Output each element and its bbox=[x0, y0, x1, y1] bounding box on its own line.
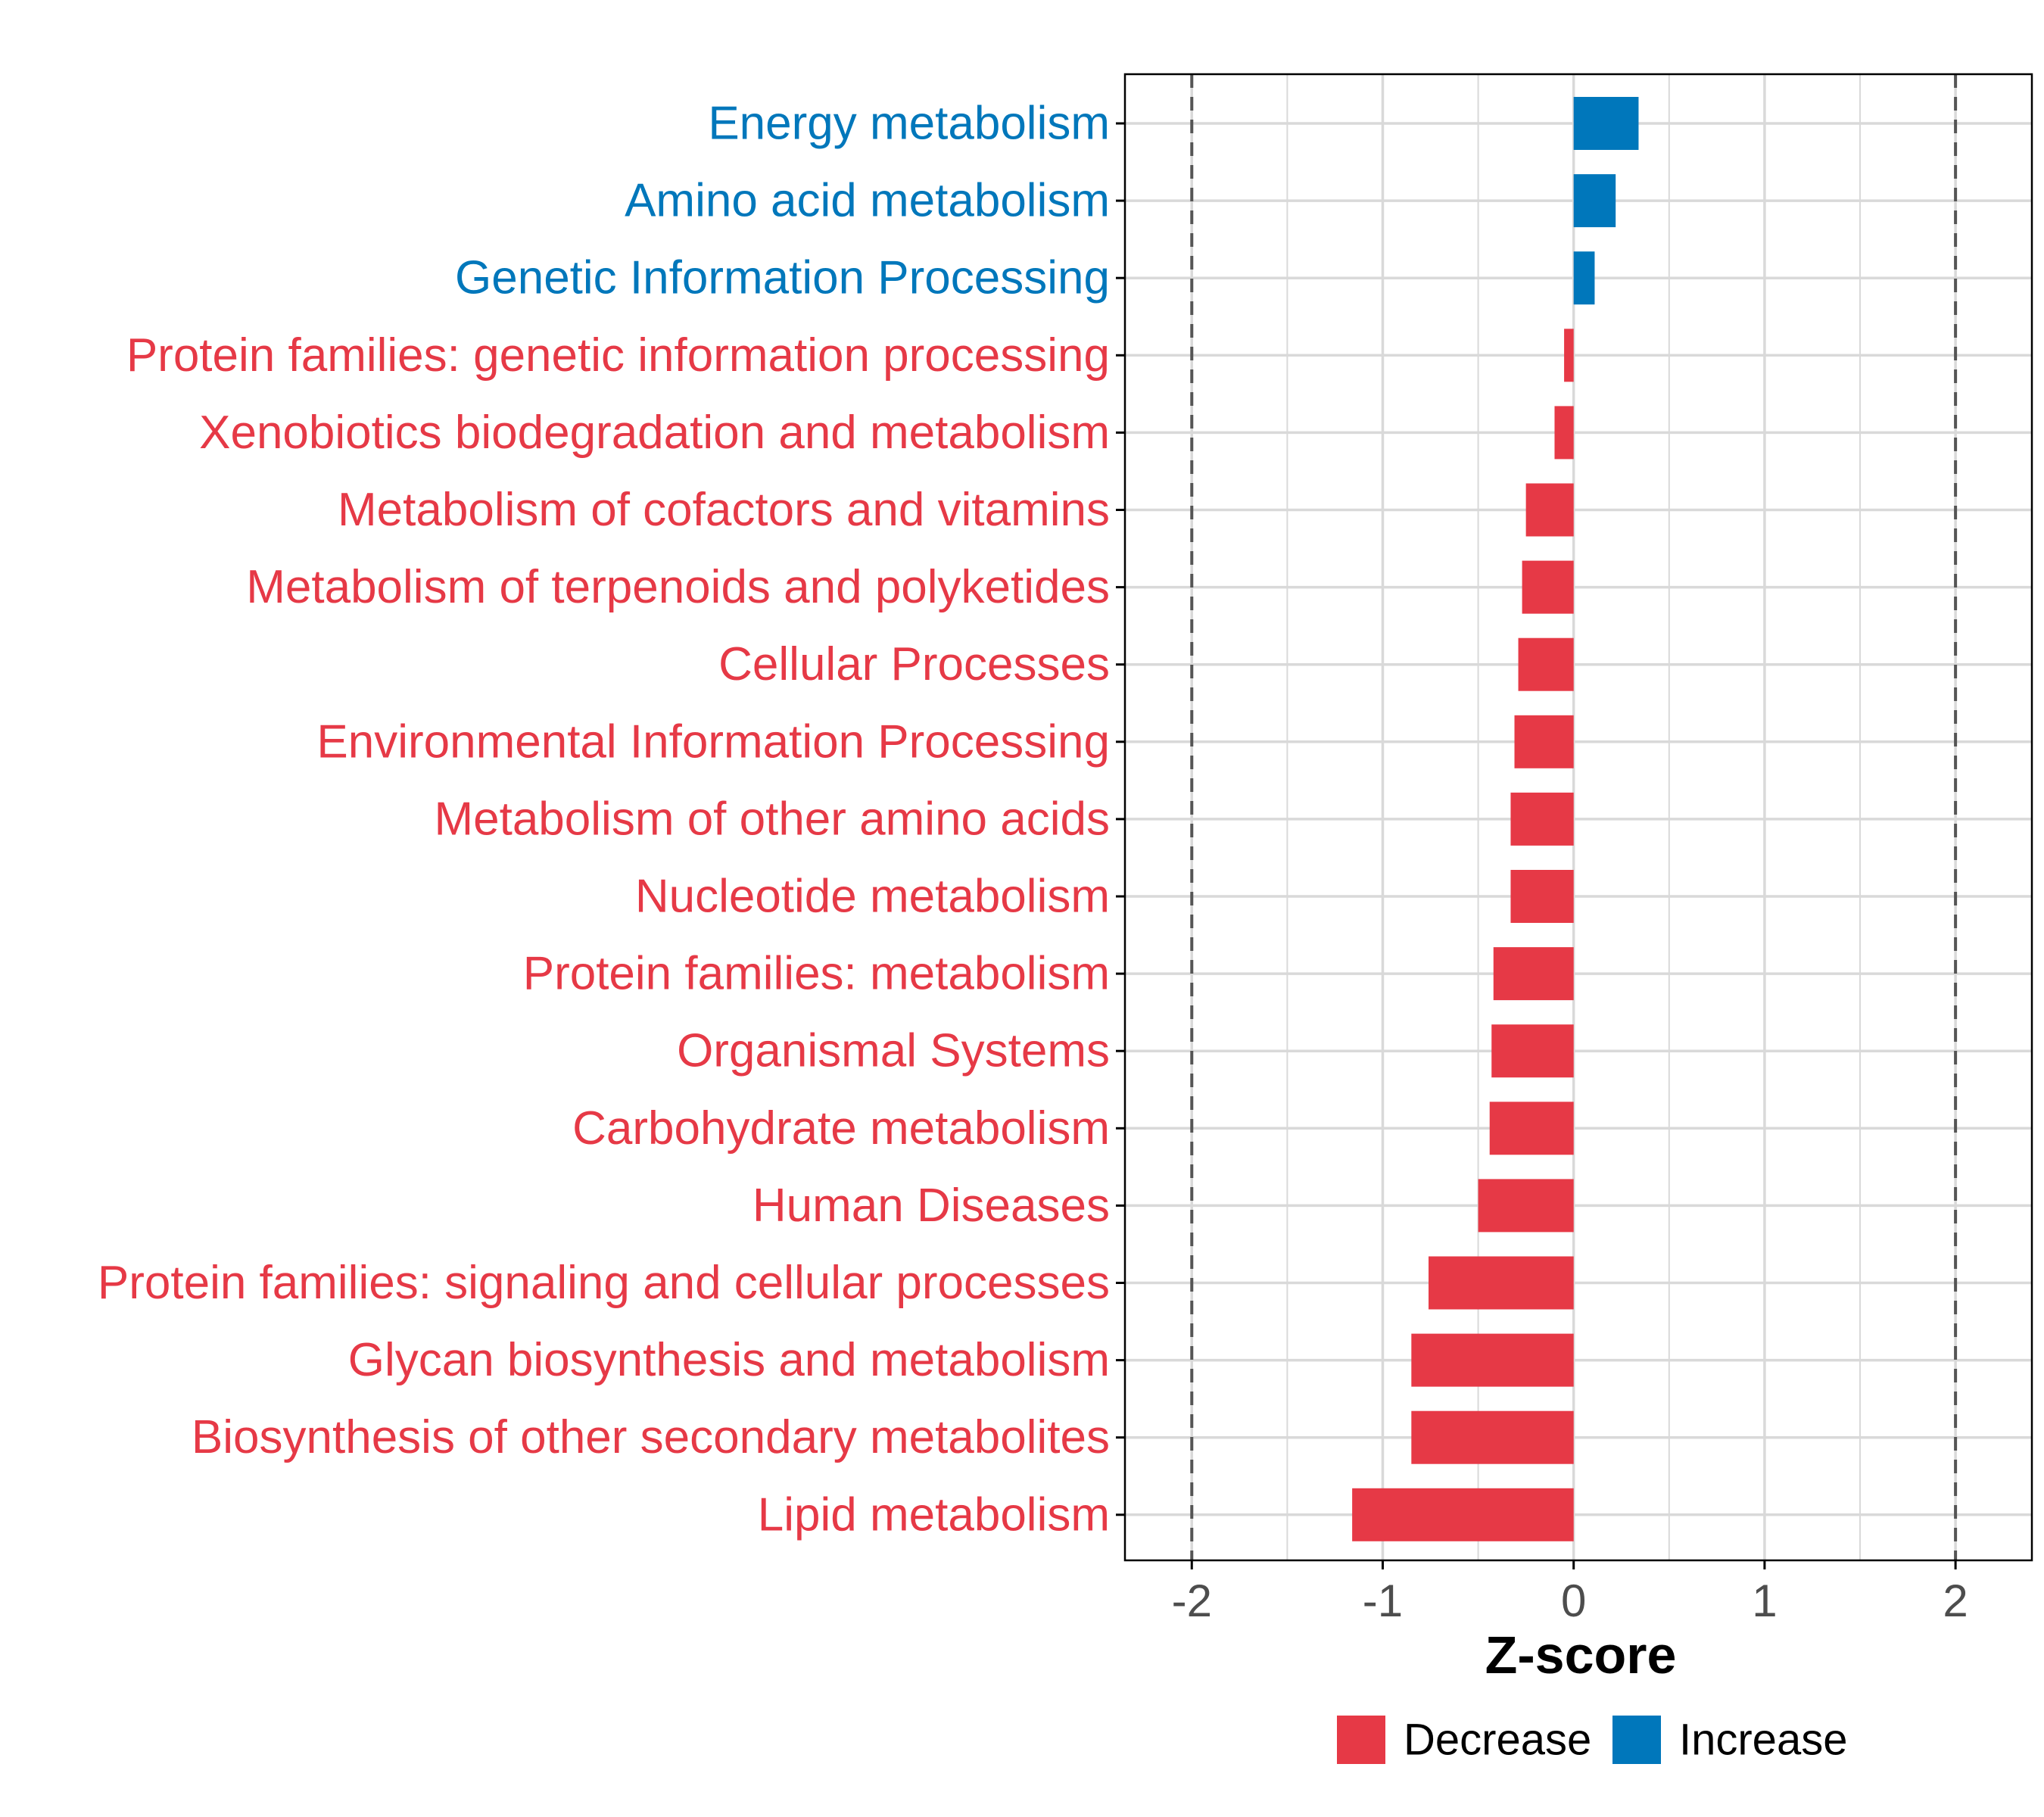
x-axis-ticks: -2 -1 0 1 2 bbox=[1172, 1560, 1968, 1626]
bar bbox=[1491, 1024, 1574, 1078]
bar bbox=[1411, 1410, 1574, 1464]
bar bbox=[1478, 1179, 1574, 1233]
grid-layer bbox=[1125, 74, 2032, 1560]
category-label: Xenobiotics biodegradation and metabolis… bbox=[199, 407, 1110, 459]
x-tick-label: 2 bbox=[1943, 1575, 1968, 1626]
legend-label-decrease: Decrease bbox=[1404, 1716, 1591, 1765]
category-label: Amino acid metabolism bbox=[625, 175, 1110, 227]
category-label: Environmental Information Processing bbox=[316, 715, 1110, 768]
category-label: Nucleotide metabolism bbox=[635, 871, 1110, 923]
bar bbox=[1573, 97, 1639, 150]
legend-key-increase bbox=[1612, 1716, 1661, 1764]
legend-label-increase: Increase bbox=[1679, 1716, 1847, 1765]
y-axis-ticks bbox=[1116, 122, 1125, 1516]
bars bbox=[1352, 97, 1639, 1541]
category-label: Metabolism of cofactors and vitamins bbox=[338, 484, 1110, 536]
category-label: Glycan biosynthesis and metabolism bbox=[348, 1334, 1110, 1386]
bar bbox=[1554, 406, 1574, 460]
category-label: Metabolism of terpenoids and polyketides bbox=[246, 561, 1110, 613]
category-label: Protein families: signaling and cellular… bbox=[98, 1257, 1110, 1309]
bar bbox=[1429, 1256, 1574, 1310]
x-tick-label: -1 bbox=[1363, 1575, 1403, 1626]
category-label: Cellular Processes bbox=[718, 638, 1110, 690]
bar bbox=[1525, 483, 1574, 537]
x-axis-title: Z-score bbox=[1485, 1625, 1677, 1685]
category-label: Carbohydrate metabolism bbox=[572, 1102, 1110, 1155]
bar bbox=[1493, 947, 1574, 1001]
category-label: Lipid metabolism bbox=[758, 1488, 1110, 1541]
category-label: Protein families: metabolism bbox=[523, 948, 1110, 1000]
bar bbox=[1573, 174, 1616, 228]
category-label: Human Diseases bbox=[752, 1180, 1110, 1232]
bar bbox=[1510, 792, 1574, 846]
bar bbox=[1411, 1333, 1574, 1387]
category-label: Biosynthesis of other secondary metaboli… bbox=[192, 1411, 1110, 1463]
category-label: Metabolism of other amino acids bbox=[434, 793, 1110, 845]
category-label: Genetic Information Processing bbox=[455, 252, 1110, 304]
x-tick-label: -2 bbox=[1172, 1575, 1212, 1626]
bar bbox=[1510, 870, 1574, 923]
bar bbox=[1564, 329, 1574, 382]
category-label: Energy metabolism bbox=[708, 98, 1110, 150]
bar bbox=[1518, 637, 1574, 691]
x-tick-label: 1 bbox=[1752, 1575, 1777, 1626]
legend-key-decrease bbox=[1337, 1716, 1385, 1764]
bar bbox=[1489, 1102, 1574, 1155]
plot-panel-border bbox=[1123, 73, 2033, 1562]
category-labels: Energy metabolism Amino acid metabolism Ge… bbox=[98, 98, 1110, 1541]
bar bbox=[1352, 1488, 1574, 1541]
bar bbox=[1514, 715, 1574, 768]
reference-lines bbox=[1190, 74, 1958, 1560]
legend: Decrease Increase bbox=[1337, 1716, 1847, 1765]
x-tick-label: 0 bbox=[1561, 1575, 1586, 1626]
bar bbox=[1522, 560, 1574, 614]
category-label: Organismal Systems bbox=[677, 1025, 1110, 1077]
bar bbox=[1573, 251, 1595, 305]
category-label: Protein families: genetic information pr… bbox=[126, 329, 1110, 382]
